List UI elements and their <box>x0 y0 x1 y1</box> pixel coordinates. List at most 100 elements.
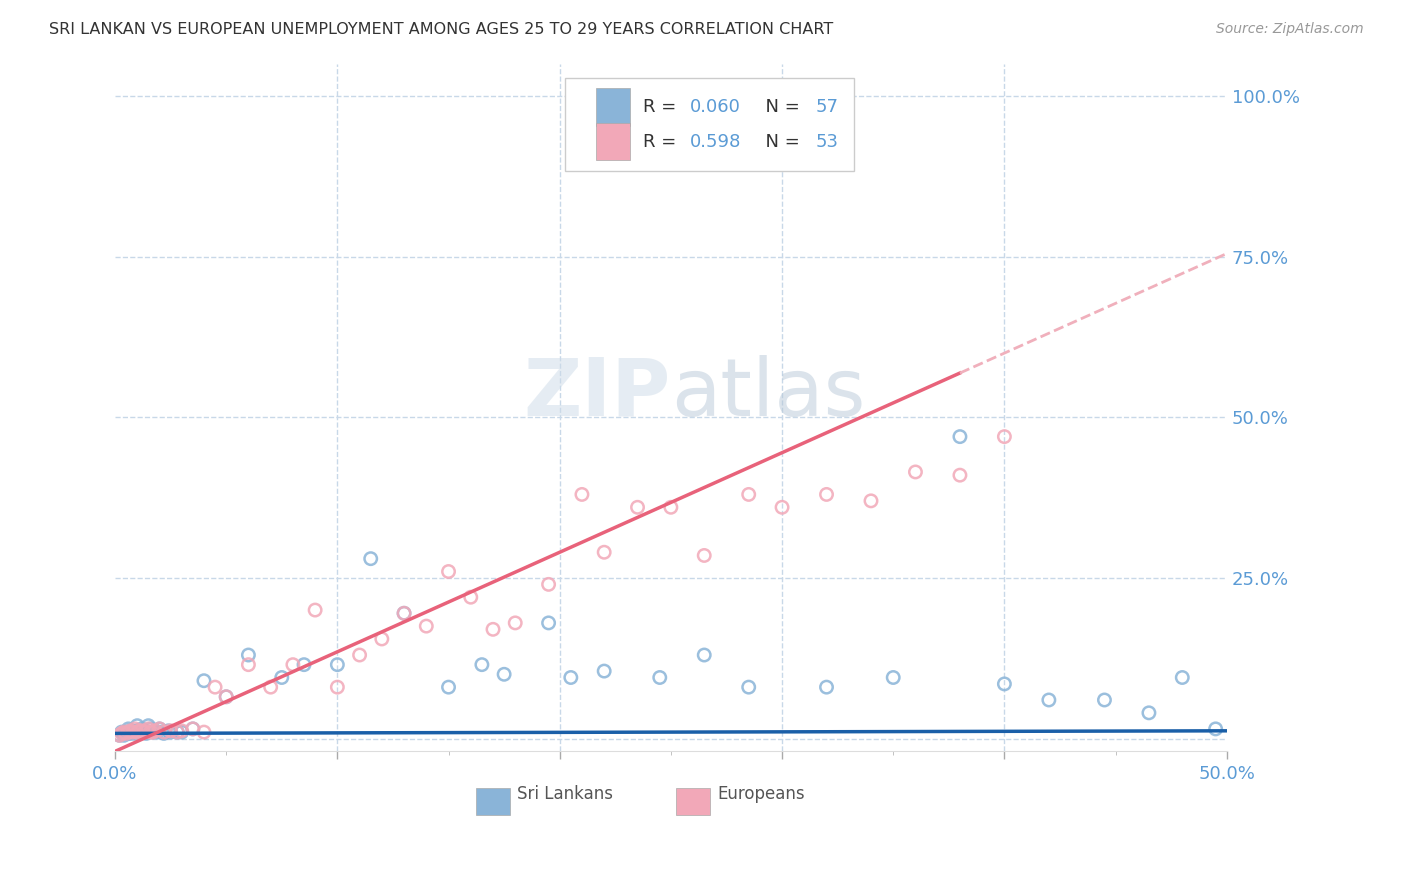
Point <box>738 487 761 501</box>
Point <box>993 677 1015 691</box>
Point <box>204 680 226 694</box>
Text: 53: 53 <box>815 133 838 151</box>
Point <box>157 723 180 738</box>
Point <box>1094 693 1116 707</box>
Point <box>117 722 139 736</box>
Point <box>115 726 138 740</box>
Point <box>503 615 526 630</box>
Point <box>146 725 169 739</box>
Point <box>138 719 160 733</box>
FancyBboxPatch shape <box>596 88 630 126</box>
Point <box>166 725 188 739</box>
Point <box>859 493 882 508</box>
Point <box>326 680 349 694</box>
Point <box>270 671 292 685</box>
Point <box>648 671 671 685</box>
Point <box>949 468 972 483</box>
Point <box>1137 706 1160 720</box>
Point <box>181 722 204 736</box>
Point <box>1038 693 1060 707</box>
Point <box>166 725 188 739</box>
Text: 0.060: 0.060 <box>690 98 741 116</box>
Point <box>193 725 215 739</box>
Point <box>415 619 437 633</box>
FancyBboxPatch shape <box>596 123 630 161</box>
Point <box>121 725 143 739</box>
Point <box>904 465 927 479</box>
Point <box>132 725 155 739</box>
Point <box>1205 722 1227 736</box>
Point <box>121 725 143 739</box>
Text: N =: N = <box>754 98 806 116</box>
Point <box>537 577 560 591</box>
Point <box>153 726 176 740</box>
Point <box>139 722 162 736</box>
Point <box>170 723 193 738</box>
Point <box>560 671 582 685</box>
Point <box>281 657 304 672</box>
Point <box>1171 671 1194 685</box>
Text: 0.598: 0.598 <box>690 133 741 151</box>
Point <box>326 657 349 672</box>
Point <box>626 500 648 515</box>
Point <box>537 615 560 630</box>
Text: N =: N = <box>754 133 806 151</box>
Point <box>120 726 142 740</box>
Point <box>120 723 142 738</box>
Point <box>135 726 157 740</box>
FancyBboxPatch shape <box>477 789 510 814</box>
Point <box>142 725 165 739</box>
Point <box>215 690 238 704</box>
Point <box>193 673 215 688</box>
Point <box>215 690 238 704</box>
Text: Europeans: Europeans <box>717 785 806 803</box>
Point <box>693 648 716 662</box>
Point <box>238 657 260 672</box>
Point <box>124 726 146 740</box>
Point <box>112 728 135 742</box>
Point <box>437 565 460 579</box>
Point <box>181 722 204 736</box>
Text: atlas: atlas <box>671 355 865 433</box>
Point <box>138 725 160 739</box>
Point <box>143 723 166 738</box>
Text: Source: ZipAtlas.com: Source: ZipAtlas.com <box>1216 22 1364 37</box>
Point <box>949 429 972 443</box>
Text: R =: R = <box>643 133 682 151</box>
Point <box>131 725 153 739</box>
Point <box>815 680 838 694</box>
Point <box>593 664 616 678</box>
Point <box>159 723 181 738</box>
Point <box>460 591 482 605</box>
Point <box>142 725 165 739</box>
Point <box>593 545 616 559</box>
Point <box>143 723 166 738</box>
Point <box>770 500 793 515</box>
Point <box>111 726 134 740</box>
Point <box>115 725 138 739</box>
Text: 57: 57 <box>815 98 838 116</box>
Point <box>659 500 682 515</box>
Point <box>127 719 149 733</box>
Point <box>120 723 142 738</box>
Point <box>882 671 904 685</box>
Point <box>108 728 131 742</box>
Point <box>127 723 149 738</box>
Point <box>437 680 460 694</box>
Point <box>148 722 170 736</box>
Text: Sri Lankans: Sri Lankans <box>517 785 613 803</box>
Point <box>139 725 162 739</box>
Point <box>371 632 394 646</box>
Point <box>471 657 494 672</box>
Point <box>238 648 260 662</box>
Point <box>392 607 415 621</box>
Point <box>571 487 593 501</box>
Point <box>131 722 153 736</box>
Point <box>124 722 146 736</box>
Text: SRI LANKAN VS EUROPEAN UNEMPLOYMENT AMONG AGES 25 TO 29 YEARS CORRELATION CHART: SRI LANKAN VS EUROPEAN UNEMPLOYMENT AMON… <box>49 22 834 37</box>
Point <box>349 648 371 662</box>
Point <box>111 725 134 739</box>
Point <box>738 680 761 694</box>
Point <box>127 725 149 739</box>
Point <box>112 725 135 739</box>
